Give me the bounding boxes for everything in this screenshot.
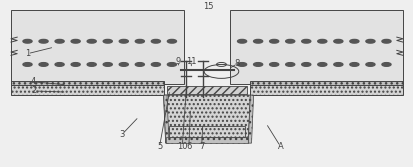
Polygon shape	[250, 85, 402, 95]
Polygon shape	[250, 80, 402, 85]
Text: 10: 10	[177, 142, 187, 151]
Text: 6: 6	[186, 142, 191, 151]
Circle shape	[87, 63, 96, 66]
Circle shape	[39, 39, 48, 43]
Circle shape	[39, 63, 48, 66]
Text: 3: 3	[119, 130, 125, 138]
Circle shape	[269, 39, 278, 43]
Circle shape	[365, 63, 374, 66]
Circle shape	[167, 39, 176, 43]
Circle shape	[119, 63, 128, 66]
Circle shape	[103, 63, 112, 66]
Circle shape	[135, 63, 144, 66]
Polygon shape	[11, 10, 184, 84]
Polygon shape	[163, 95, 250, 143]
Polygon shape	[166, 86, 247, 94]
Text: 8: 8	[234, 59, 240, 68]
Circle shape	[119, 39, 128, 43]
Text: 1: 1	[25, 49, 30, 58]
Text: 5: 5	[157, 142, 162, 151]
Circle shape	[55, 39, 64, 43]
Circle shape	[381, 39, 390, 43]
Polygon shape	[163, 95, 169, 143]
Circle shape	[135, 39, 144, 43]
Circle shape	[253, 39, 262, 43]
Text: 4: 4	[31, 77, 36, 86]
Polygon shape	[11, 85, 163, 95]
Circle shape	[285, 63, 294, 66]
Circle shape	[103, 39, 112, 43]
Circle shape	[237, 39, 246, 43]
Text: 9: 9	[175, 57, 180, 66]
Polygon shape	[165, 137, 248, 143]
Circle shape	[167, 63, 176, 66]
Polygon shape	[229, 10, 402, 84]
Circle shape	[71, 63, 80, 66]
Circle shape	[381, 63, 390, 66]
Circle shape	[317, 39, 326, 43]
Circle shape	[269, 63, 278, 66]
Circle shape	[333, 63, 342, 66]
Circle shape	[317, 63, 326, 66]
Circle shape	[349, 39, 358, 43]
Polygon shape	[248, 95, 253, 143]
Circle shape	[71, 39, 80, 43]
Text: A: A	[277, 142, 282, 151]
Circle shape	[55, 63, 64, 66]
Polygon shape	[11, 80, 163, 85]
Text: 2: 2	[31, 87, 36, 96]
Text: 15: 15	[202, 2, 213, 11]
Circle shape	[349, 63, 358, 66]
Circle shape	[301, 39, 310, 43]
Circle shape	[237, 63, 246, 66]
Circle shape	[253, 63, 262, 66]
Text: 7: 7	[199, 142, 204, 151]
Circle shape	[365, 39, 374, 43]
Circle shape	[301, 63, 310, 66]
Circle shape	[23, 39, 32, 43]
Circle shape	[151, 63, 160, 66]
Text: 11: 11	[185, 57, 196, 66]
Circle shape	[23, 63, 32, 66]
Circle shape	[87, 39, 96, 43]
Circle shape	[285, 39, 294, 43]
Circle shape	[151, 39, 160, 43]
Circle shape	[333, 39, 342, 43]
Polygon shape	[169, 126, 244, 137]
